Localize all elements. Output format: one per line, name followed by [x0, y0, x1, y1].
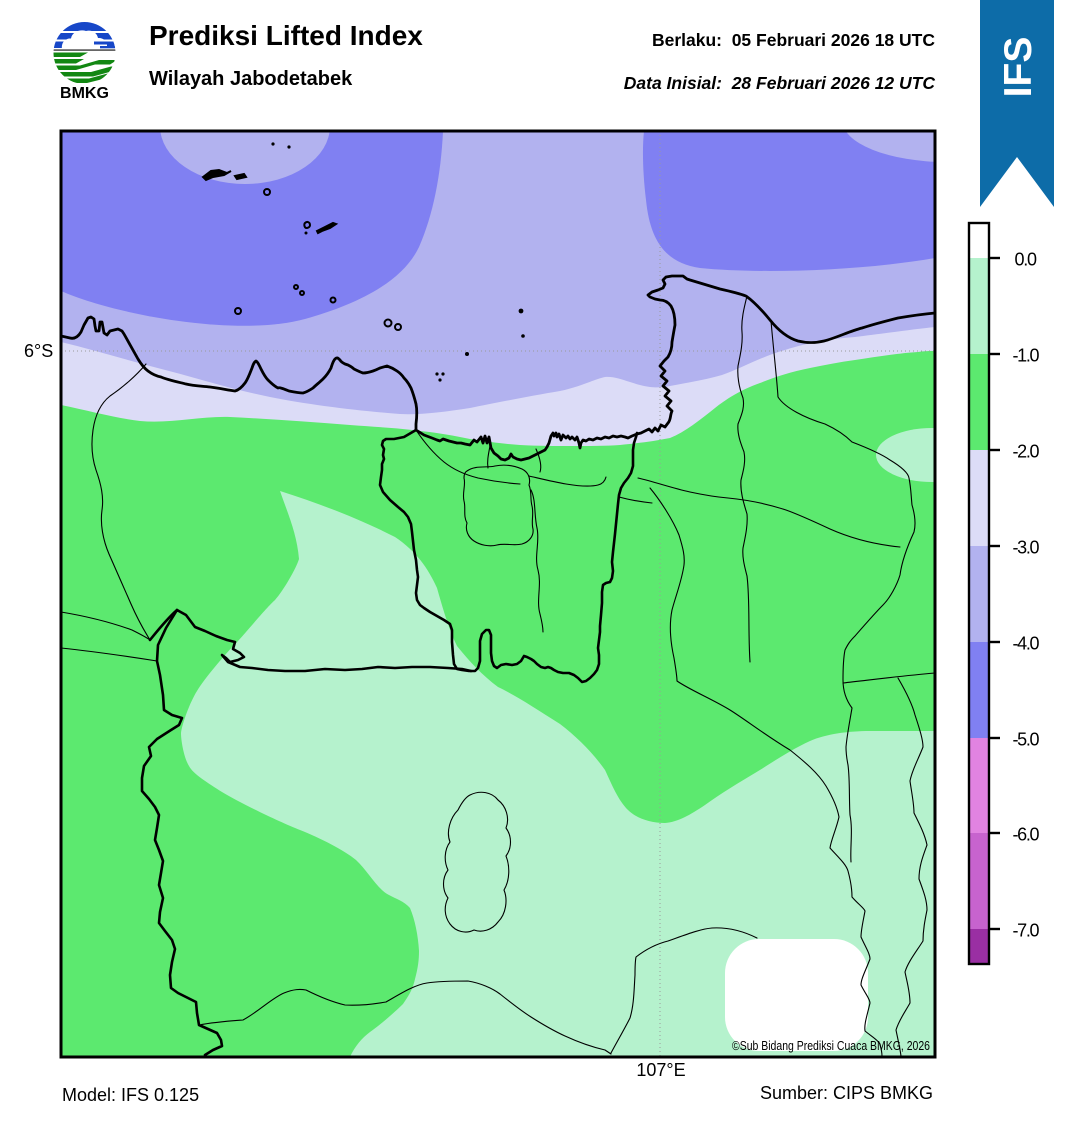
svg-text:-5.0: -5.0 — [1013, 730, 1040, 750]
svg-text:0.0: 0.0 — [1015, 250, 1038, 270]
svg-text:-4.0: -4.0 — [1013, 634, 1040, 654]
svg-text:-1.0: -1.0 — [1013, 346, 1040, 366]
svg-text:BMKG: BMKG — [60, 85, 109, 102]
svg-text:-3.0: -3.0 — [1013, 538, 1040, 558]
svg-text:IFS: IFS — [997, 37, 1040, 98]
svg-text:-7.0: -7.0 — [1013, 921, 1040, 941]
svg-text:-6.0: -6.0 — [1013, 825, 1040, 845]
svg-text:-2.0: -2.0 — [1013, 442, 1040, 462]
svg-text:©Sub Bidang Prediksi Cuaca BMK: ©Sub Bidang Prediksi Cuaca BMKG, 2026 — [732, 1038, 930, 1053]
